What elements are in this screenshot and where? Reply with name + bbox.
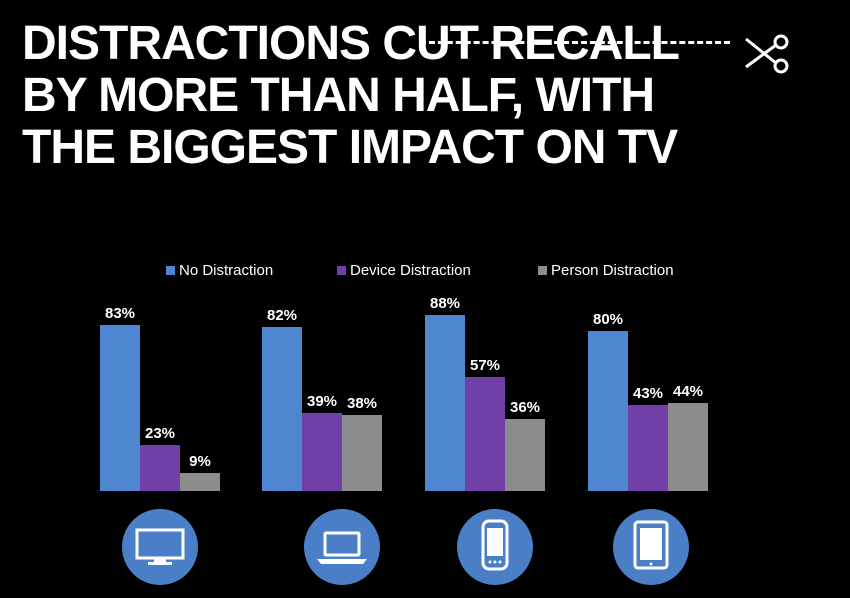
- bar-device-distraction-3: [465, 377, 505, 491]
- data-label-person-distraction-3: 36%: [510, 399, 540, 416]
- data-label-person-distraction-1: 9%: [189, 453, 211, 470]
- data-label-person-distraction-2: 38%: [347, 395, 377, 412]
- data-label-device-distraction-1: 23%: [145, 425, 175, 442]
- headline-line-1: DISTRACTIONS CUT RECALL: [22, 17, 680, 70]
- tv-icon: [122, 509, 198, 585]
- data-label-no-distraction-3: 88%: [430, 295, 460, 312]
- chart-legend: No Distraction Device Distraction Person…: [0, 262, 850, 280]
- tablet-icon: [613, 509, 689, 585]
- data-label-no-distraction-4: 80%: [593, 311, 623, 328]
- bar-no-distraction-4: [588, 331, 628, 491]
- legend-label-no-distraction: No Distraction: [179, 262, 274, 279]
- cut-dashed-line: [420, 41, 730, 44]
- legend-label-device-distraction: Device Distraction: [350, 262, 471, 279]
- legend-swatch-no-distraction: [166, 266, 175, 275]
- bar-device-distraction-2: [302, 413, 342, 491]
- data-label-device-distraction-4: 43%: [633, 385, 663, 402]
- legend-swatch-person-distraction: [538, 266, 547, 275]
- bar-device-distraction-4: [628, 405, 668, 491]
- data-label-no-distraction-1: 83%: [105, 305, 135, 322]
- legend-item-no-distraction: No Distraction: [166, 262, 273, 279]
- bar-no-distraction-1: [100, 325, 140, 491]
- legend-item-device-distraction: Device Distraction: [337, 262, 471, 279]
- legend-item-person-distraction: Person Distraction: [538, 262, 674, 279]
- bar-person-distraction-3: [505, 419, 545, 491]
- legend-swatch-device-distraction: [337, 266, 346, 275]
- bar-no-distraction-3: [425, 315, 465, 491]
- legend-label-person-distraction: Person Distraction: [551, 262, 674, 279]
- bar-device-distraction-1: [140, 445, 180, 491]
- bar-chart: 83% 82% 88% 80% 23% 39% 57% 43% 9% 38% 36% 44%: [100, 295, 708, 491]
- smartphone-icon: [457, 509, 533, 585]
- bar-person-distraction-1: [180, 473, 220, 491]
- data-label-device-distraction-2: 39%: [307, 393, 337, 410]
- data-label-device-distraction-3: 57%: [470, 357, 500, 374]
- laptop-icon: [304, 509, 380, 585]
- bar-person-distraction-4: [668, 403, 708, 491]
- data-label-no-distraction-2: 82%: [267, 307, 297, 324]
- page-title: DISTRACTIONS CUT RECALL BY MORE THAN HAL…: [22, 18, 822, 174]
- data-label-person-distraction-4: 44%: [673, 383, 703, 400]
- headline-line-3: THE BIGGEST IMPACT ON TV: [22, 121, 678, 174]
- bar-person-distraction-2: [342, 415, 382, 491]
- scissors-icon: [745, 34, 789, 74]
- headline-line-2: BY MORE THAN HALF, WITH: [22, 69, 655, 122]
- bar-no-distraction-2: [262, 327, 302, 491]
